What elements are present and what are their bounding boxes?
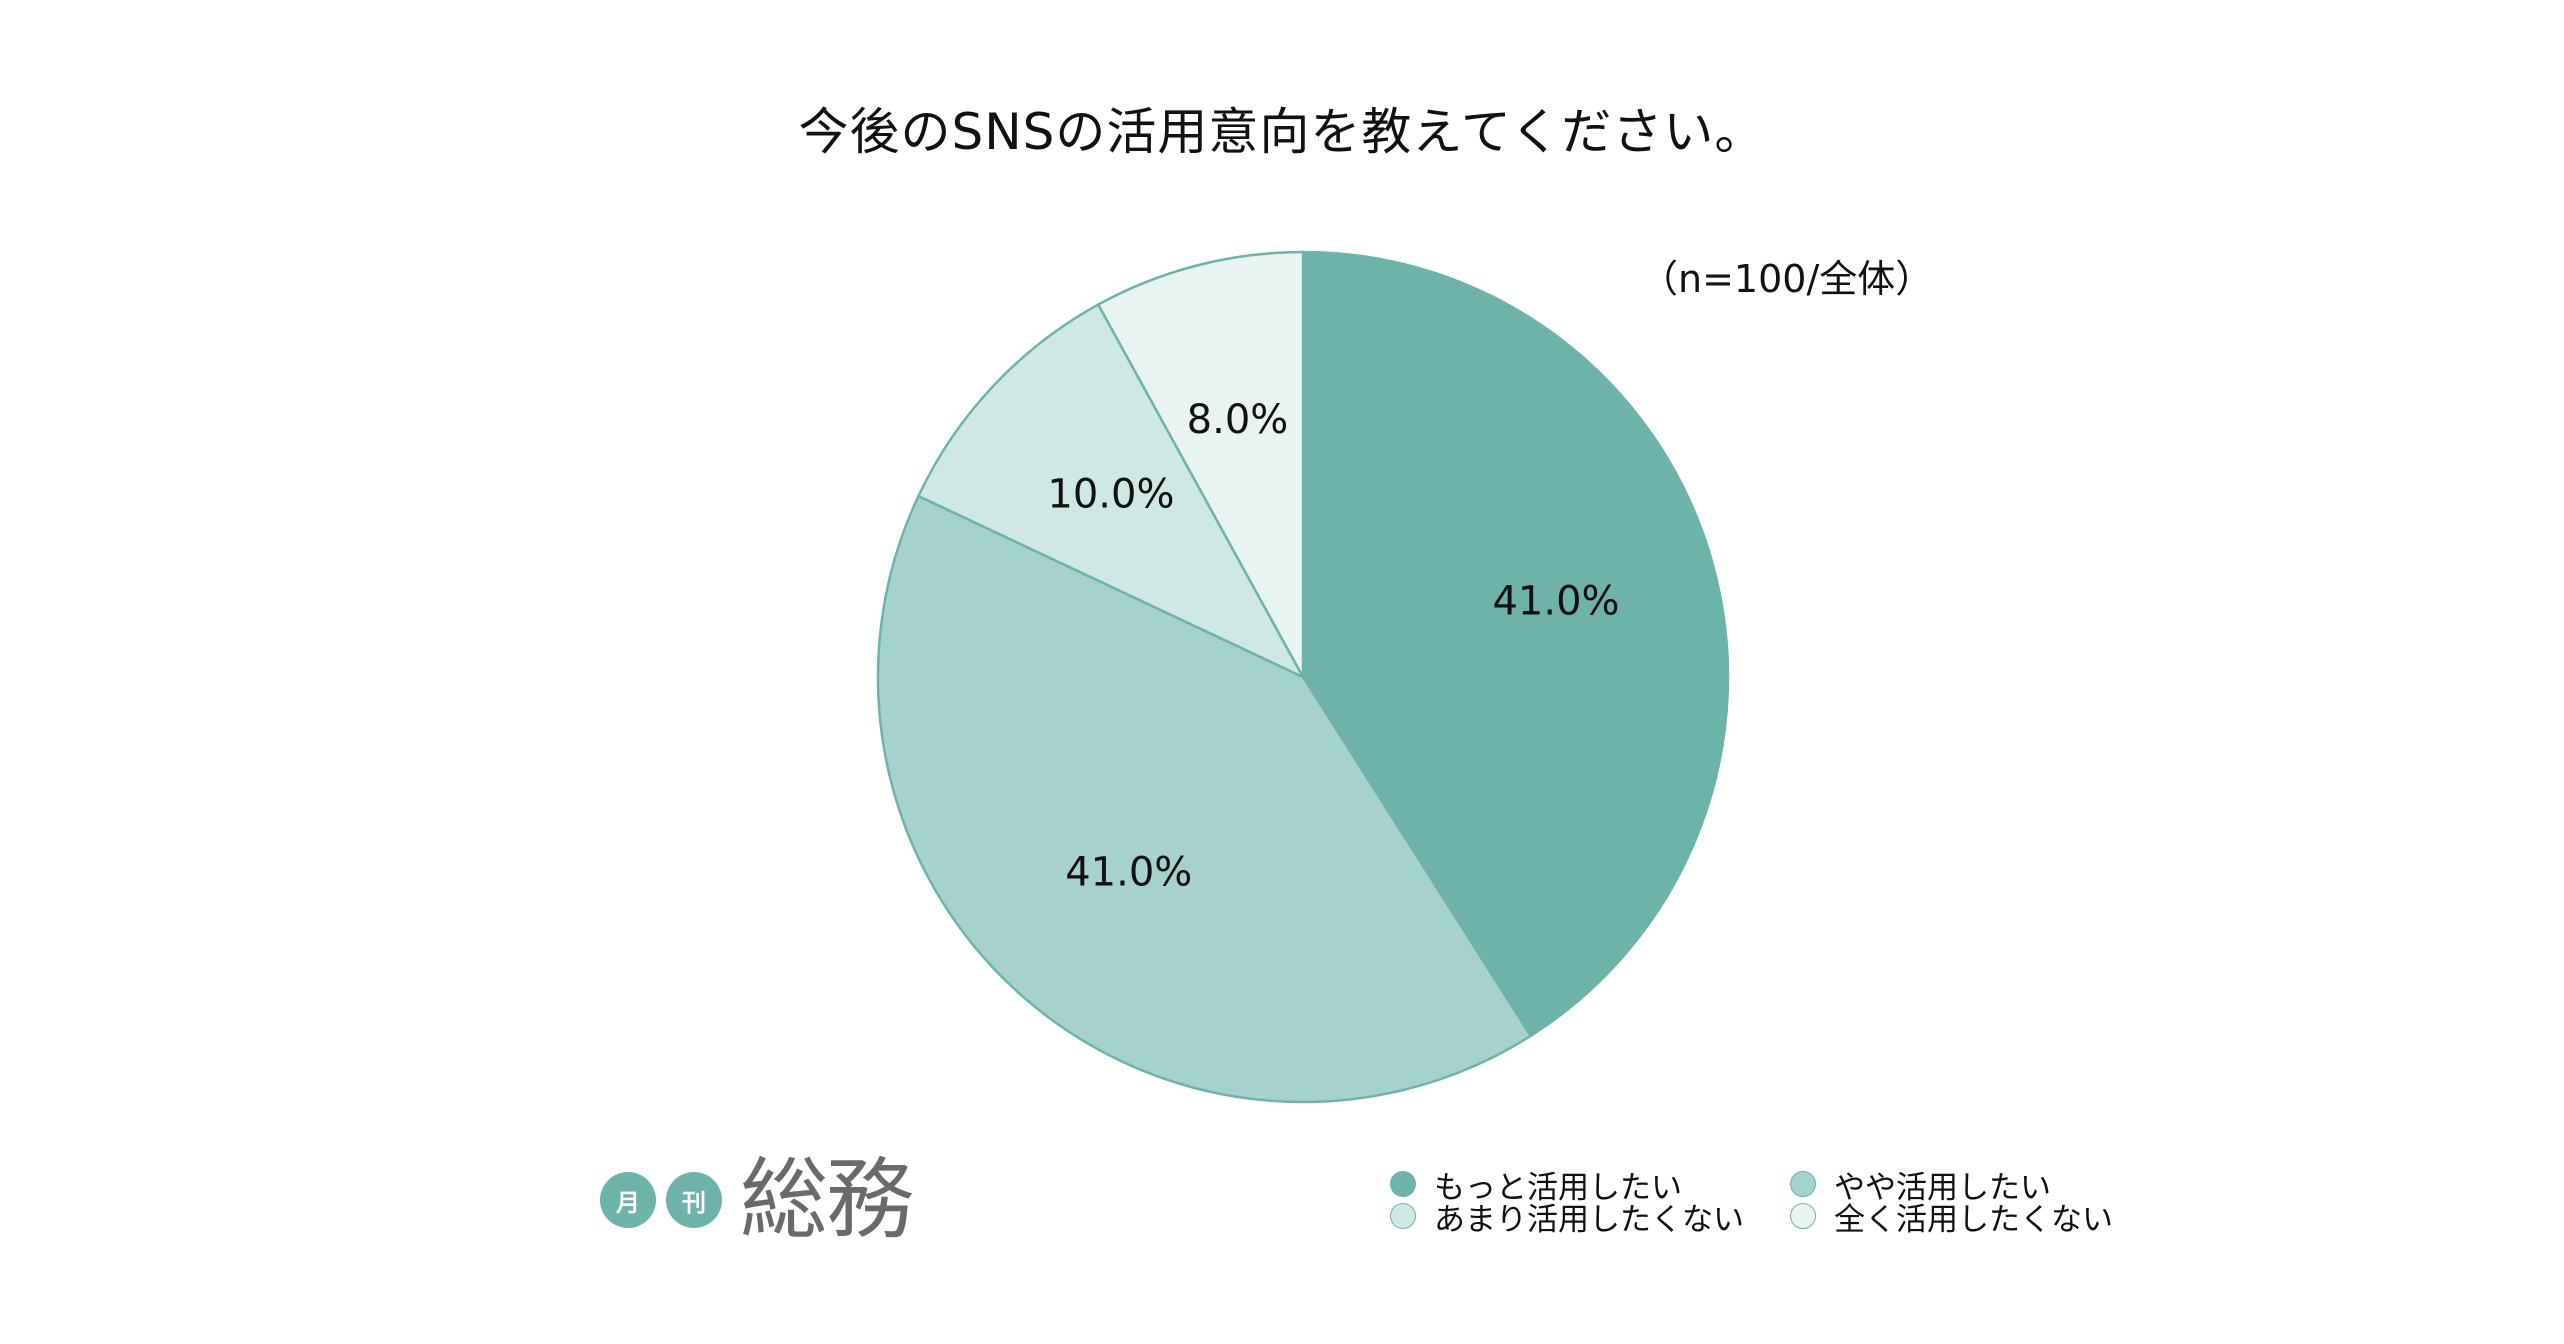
pie-value-labels: 41.0% 41.0% 10.0% 8.0% [1047,397,1619,896]
sample-size-note: （n=100/全体） [1640,257,1934,301]
legend: もっと活用したい やや活用したい あまり活用したくない 全く活用したくない [1390,1168,2170,1238]
legend-item-yaya: やや活用したい [1790,1168,2170,1206]
legend-label-amari: あまり活用したくない [1434,1201,1744,1238]
legend-item-motto: もっと活用したい [1390,1168,1790,1206]
chart-title: 今後のSNSの活用意向を教えてください。 [798,103,1766,161]
pie-slice-yaya [876,494,1533,1104]
logo-wordmark: 総務 [740,1148,914,1251]
pie-slices [876,250,1730,1104]
pie-label-motto: 41.0% [1492,578,1619,624]
legend-swatch-yaya [1790,1171,1816,1197]
pie-label-amari: 10.0% [1047,472,1174,518]
pie-slice-motto [1301,250,1730,1038]
legend-label-motto: もっと活用したい [1434,1169,1682,1206]
logo-badge-kan: 刊 [666,1172,722,1228]
publisher-logo: 月 刊 総務 [600,1148,914,1251]
legend-item-amari: あまり活用したくない [1390,1200,1790,1238]
pie-label-mattaku: 8.0% [1187,397,1289,443]
logo-badge-getsu: 月 [600,1172,656,1228]
pie-label-yaya: 41.0% [1065,850,1192,896]
legend-label-mattaku: 全く活用したくない [1834,1201,2113,1238]
pie-slice-amari [916,302,1306,680]
pie-slice-mattaku [1096,250,1305,678]
legend-item-mattaku: 全く活用したくない [1790,1200,2170,1238]
legend-swatch-amari [1390,1203,1416,1229]
legend-swatch-motto [1390,1171,1416,1197]
legend-label-yaya: やや活用したい [1834,1169,2051,1206]
legend-swatch-mattaku [1790,1203,1816,1229]
